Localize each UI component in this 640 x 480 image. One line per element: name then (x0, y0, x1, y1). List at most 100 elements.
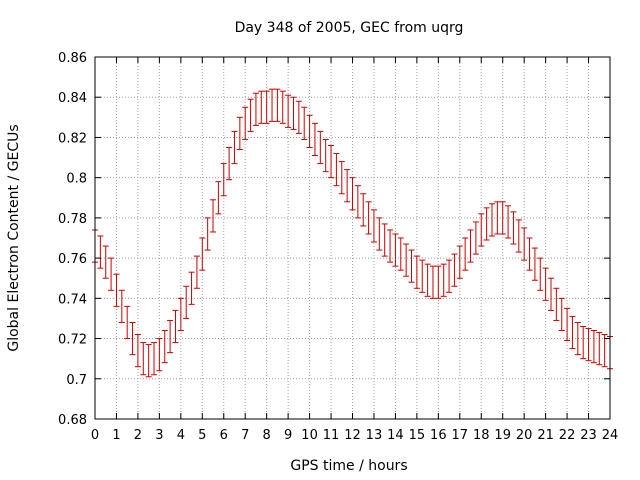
error-bar (236, 116, 243, 151)
error-bar (547, 277, 554, 311)
error-bar (134, 334, 141, 368)
x-tick-label: 1 (112, 428, 120, 443)
x-tick-label: 9 (284, 428, 292, 443)
error-bar (472, 221, 479, 255)
y-tick-label: 0.74 (58, 292, 87, 307)
error-bar (322, 138, 329, 173)
y-tick-label: 0.68 (58, 413, 87, 428)
error-bar (360, 193, 367, 227)
error-bar (317, 130, 324, 165)
error-bar (429, 265, 436, 299)
x-tick-label: 3 (155, 428, 163, 443)
error-bar (365, 201, 372, 235)
error-bar (435, 265, 442, 299)
y-axis-label: Global Electron Content / GECUs (6, 124, 22, 351)
x-tick-label: 17 (452, 428, 469, 443)
error-bar (113, 273, 120, 307)
error-bar (220, 163, 227, 197)
x-tick-label: 4 (177, 428, 185, 443)
y-tick-label: 0.82 (58, 131, 87, 146)
x-tick-label: 14 (387, 428, 404, 443)
error-bar (161, 330, 168, 364)
x-tick-label: 19 (494, 428, 511, 443)
error-bar (306, 114, 313, 148)
error-bar (263, 90, 270, 124)
error-bar (499, 201, 506, 235)
error-bar (295, 100, 302, 134)
error-bar (279, 90, 286, 124)
x-tick-label: 10 (301, 428, 318, 443)
y-tick-label: 0.84 (58, 91, 87, 106)
error-bar (290, 96, 297, 130)
error-bar (215, 181, 222, 215)
error-bar (252, 92, 259, 126)
error-bar (446, 259, 453, 293)
error-bars (92, 88, 613, 378)
error-bar (531, 247, 538, 281)
error-bar (204, 217, 211, 251)
x-tick-label: 24 (602, 428, 619, 443)
error-bar (403, 243, 410, 277)
error-bar (376, 217, 383, 251)
error-bar (381, 223, 388, 257)
error-bar (537, 257, 544, 291)
error-bar (488, 203, 495, 237)
error-bar (274, 88, 281, 122)
error-bar (177, 297, 184, 332)
error-bar (97, 235, 104, 269)
error-bar (118, 289, 125, 323)
error-bar (564, 307, 571, 342)
grid-lines (95, 57, 610, 419)
error-bar (285, 94, 292, 128)
x-tick-label: 15 (409, 428, 426, 443)
error-bar (397, 237, 404, 271)
y-tick-label: 0.76 (58, 252, 87, 267)
error-bar (226, 147, 233, 181)
y-tick-label: 0.78 (58, 212, 87, 227)
x-tick-label: 8 (263, 428, 271, 443)
error-bar (478, 213, 485, 247)
error-bar (333, 153, 340, 187)
error-bar (354, 185, 361, 219)
error-bar (258, 90, 265, 124)
chart-title: Day 348 of 2005, GEC from uqrg (235, 20, 464, 36)
error-bar (451, 253, 458, 287)
x-tick-label: 23 (580, 428, 597, 443)
error-bar (311, 122, 318, 157)
error-bar (494, 201, 501, 235)
error-bar (231, 130, 238, 165)
error-bar (526, 237, 533, 271)
error-bar (467, 229, 474, 263)
error-bar (515, 219, 522, 253)
error-bar (199, 237, 206, 271)
error-bar (193, 255, 200, 289)
error-bar (338, 161, 345, 195)
error-bar (510, 211, 517, 245)
x-tick-label: 5 (198, 428, 206, 443)
error-bar (247, 98, 254, 132)
error-bar (483, 207, 490, 241)
error-bar (210, 199, 217, 233)
y-tick-label: 0.8 (66, 172, 87, 187)
x-tick-label: 20 (516, 428, 533, 443)
y-tick-label: 0.7 (66, 373, 87, 388)
error-bar (521, 227, 528, 261)
x-tick-label: 16 (430, 428, 447, 443)
x-tick-label: 0 (91, 428, 99, 443)
error-bar (242, 106, 249, 140)
error-bar (462, 237, 469, 271)
error-bar (129, 321, 136, 356)
x-tick-label: 22 (559, 428, 576, 443)
error-bar (167, 319, 174, 354)
y-tick-label: 0.72 (58, 333, 87, 348)
error-bar (151, 342, 158, 376)
error-bar (590, 330, 597, 364)
error-bar (596, 332, 603, 366)
x-tick-label: 6 (220, 428, 228, 443)
y-tick-label: 0.86 (58, 51, 87, 66)
axis-ticks: 0 1 2 3 4 5 6 7 8 9 10 11 12 13 14 15 16 17 18 19 20 21 22 23 24… (58, 51, 618, 443)
error-bar (183, 285, 190, 319)
error-bar (553, 287, 560, 321)
error-bar (140, 342, 147, 376)
